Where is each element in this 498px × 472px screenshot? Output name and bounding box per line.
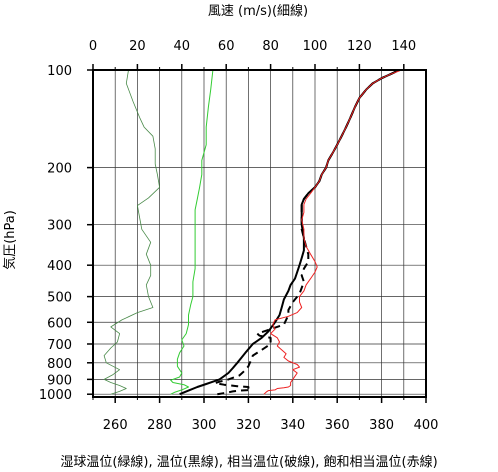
bottom-axis-title: 湿球温位(緑線), 温位(黒線), 相当温位(破線), 飽和相当温位(赤線)	[60, 454, 437, 470]
bottom-tick-label: 260	[103, 418, 128, 433]
bottom-tick-label: 400	[414, 418, 439, 433]
series-line-1	[170, 69, 214, 395]
y-tick-label: 900	[47, 373, 72, 388]
bottom-tick-label: 360	[325, 418, 350, 433]
top-tick-label: 20	[129, 39, 146, 54]
top-tick-label: 120	[347, 39, 372, 54]
y-tick-label: 300	[47, 219, 72, 234]
y-tick-label: 700	[47, 338, 72, 353]
series-line-2	[179, 69, 400, 396]
top-axis-title: 風速 (m/s)(細線)	[208, 3, 308, 19]
series-line-4	[263, 69, 402, 395]
top-tick-label: 40	[174, 39, 191, 54]
bottom-tick-label: 320	[236, 418, 261, 433]
y-tick-label: 400	[47, 259, 72, 274]
bottom-tick-label: 300	[192, 418, 217, 433]
y-tick-label: 600	[47, 316, 72, 331]
bottom-tick-label: 280	[147, 418, 172, 433]
y-axis-title: 気圧(hPa)	[2, 210, 18, 270]
top-tick-label: 140	[391, 39, 416, 54]
bottom-tick-label: 380	[369, 418, 394, 433]
y-tick-label: 500	[47, 291, 72, 306]
top-tick-label: 80	[262, 39, 279, 54]
series-line-3	[214, 69, 400, 396]
top-tick-label: 100	[303, 39, 328, 54]
grid	[93, 69, 426, 397]
y-tick-label: 800	[47, 357, 72, 372]
y-tick-label: 100	[47, 64, 72, 79]
y-tick-label: 200	[47, 162, 72, 177]
plot-frame	[92, 69, 427, 398]
y-tick-label: 1000	[39, 388, 72, 403]
series-line-0	[103, 69, 160, 395]
series-layer	[103, 69, 402, 396]
bottom-tick-label: 340	[280, 418, 305, 433]
tick-marks	[87, 64, 427, 403]
top-tick-label: 60	[218, 39, 235, 54]
top-tick-label: 0	[89, 39, 97, 54]
tick-labels: 0 20 40 60 80 100 120 140 260 280 300 320 340 360 380 4…	[39, 39, 439, 433]
